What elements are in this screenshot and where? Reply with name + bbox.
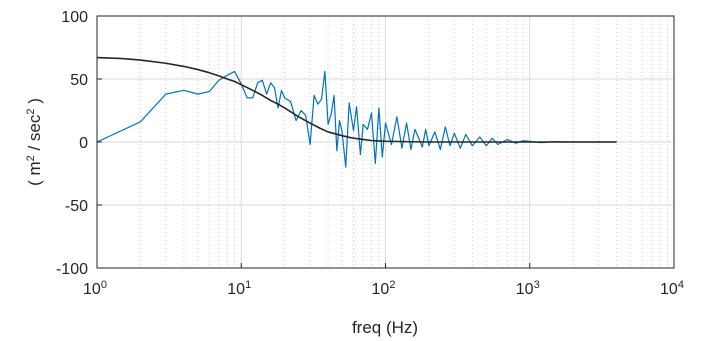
x-tick-exponent: 3 xyxy=(534,279,540,291)
x-tick-base: 10 xyxy=(83,281,101,298)
x-tick-exponent: 0 xyxy=(101,279,107,291)
y-label-part: ) xyxy=(25,98,44,108)
x-tick-label: 103 xyxy=(516,279,540,298)
y-tick-label: -50 xyxy=(65,198,88,215)
y-tick-label: -100 xyxy=(56,261,88,278)
x-tick-exponent: 2 xyxy=(389,279,395,291)
y-label-sup: 2 xyxy=(25,108,37,114)
x-tick-base: 10 xyxy=(660,281,678,298)
fit-curve-line xyxy=(96,56,617,143)
y-axis-label: ( m2 / sec2 ) xyxy=(25,98,44,186)
x-tick-label: 101 xyxy=(227,279,251,298)
y-tick-label: 100 xyxy=(61,9,88,26)
x-tick-exponent: 4 xyxy=(678,279,684,291)
y-label-part: ( m xyxy=(25,161,44,186)
x-tick-base: 10 xyxy=(372,281,390,298)
y-label-part: / sec xyxy=(25,114,44,155)
x-tick-label: 104 xyxy=(660,279,684,298)
x-tick-labels: 100 101 102 103 104 xyxy=(83,263,684,298)
y-tick-labels: 100 50 0 -50 -100 xyxy=(56,9,102,278)
y-tick-label: 50 xyxy=(70,72,88,89)
x-tick-base: 10 xyxy=(516,281,534,298)
x-tick-label: 100 xyxy=(83,279,107,298)
x-axis-label: freq (Hz) xyxy=(352,318,418,337)
x-tick-label: 102 xyxy=(372,279,396,298)
y-label-sup: 2 xyxy=(25,155,37,161)
y-tick-label: 0 xyxy=(79,135,88,152)
series-layer xyxy=(96,56,617,168)
x-tick-exponent: 1 xyxy=(245,279,251,291)
spectrum-line xyxy=(96,70,617,168)
x-tick-base: 10 xyxy=(227,281,245,298)
